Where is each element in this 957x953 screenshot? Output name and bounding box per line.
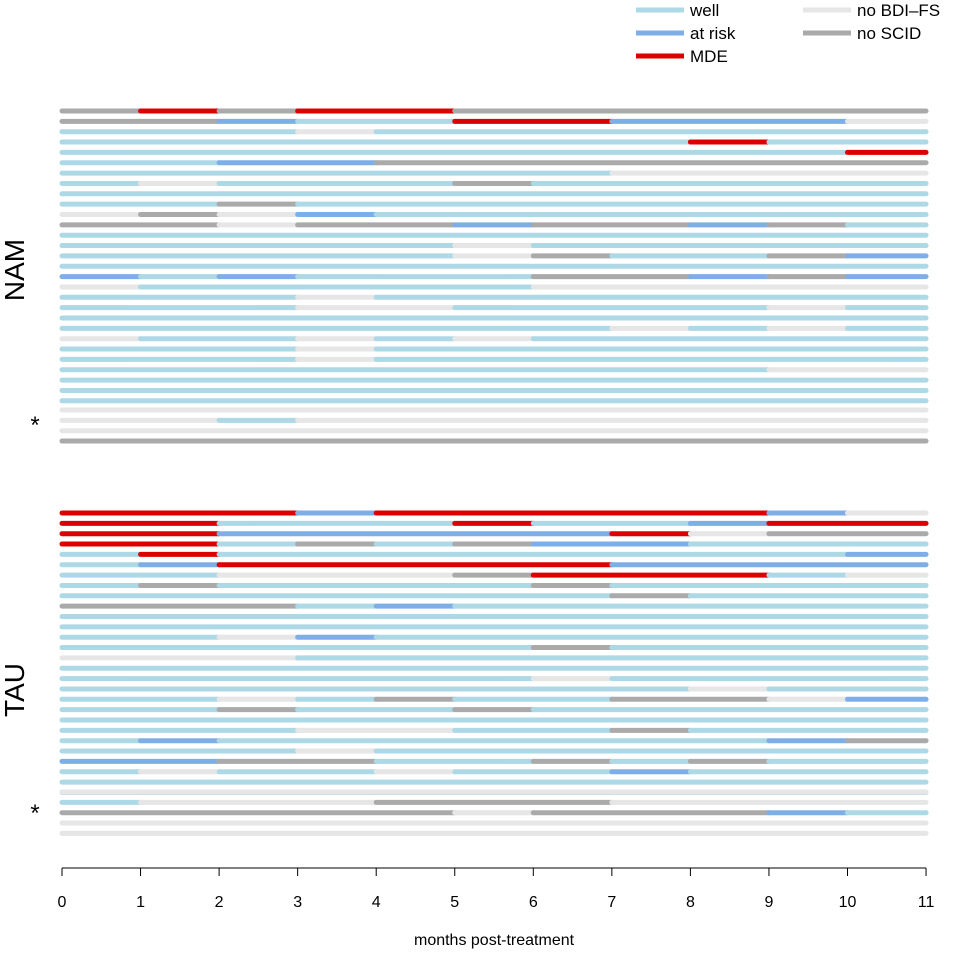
legend-label: no SCID <box>857 24 921 43</box>
x-tick-label: 11 <box>918 894 935 911</box>
group-nam <box>59 108 929 444</box>
legend-item: at risk <box>636 24 736 43</box>
legend-item: no SCID <box>803 24 921 43</box>
group-label-nam: NAM <box>0 239 30 301</box>
legend-item: no BDI–FS <box>803 1 940 20</box>
legend-label: MDE <box>690 47 728 66</box>
legend-label: no BDI–FS <box>857 1 940 20</box>
x-tick-label: 6 <box>529 894 538 911</box>
x-tick-label: 7 <box>607 894 616 911</box>
x-tick-label: 0 <box>58 894 67 911</box>
group-labels: NAM * TAU * <box>0 239 40 827</box>
x-tick-label: 9 <box>764 894 773 911</box>
group-tau <box>59 510 929 836</box>
x-axis: 0 1 2 3 4 5 6 7 8 9 10 11 months post-treatment <box>58 867 935 949</box>
legend-label: at risk <box>690 24 736 43</box>
plot-area <box>59 108 929 836</box>
x-tick-label: 1 <box>136 894 145 911</box>
x-tick-label: 2 <box>215 894 224 911</box>
legend: well at risk MDE no BDI–FS no SCID <box>636 1 940 66</box>
legend-label: well <box>689 1 719 20</box>
starred-rows-marker: * <box>30 412 39 439</box>
x-tick-label: 3 <box>293 894 302 911</box>
x-tick-label: 4 <box>372 894 381 911</box>
group-label-tau: TAU <box>0 663 30 717</box>
x-tick-label: 8 <box>686 894 695 911</box>
legend-item: well <box>636 1 719 20</box>
x-axis-title: months post-treatment <box>414 932 575 949</box>
x-tick-label: 5 <box>450 894 459 911</box>
x-tick-label: 10 <box>839 894 857 911</box>
legend-item: MDE <box>636 47 728 66</box>
starred-rows-marker: * <box>30 800 39 827</box>
